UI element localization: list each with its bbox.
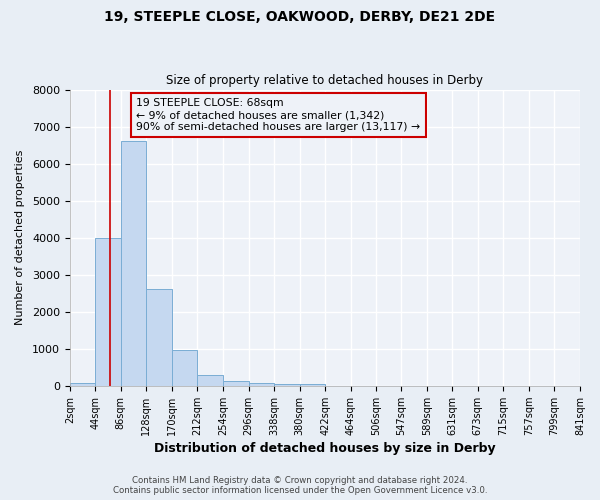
Text: 19 STEEPLE CLOSE: 68sqm
← 9% of detached houses are smaller (1,342)
90% of semi-: 19 STEEPLE CLOSE: 68sqm ← 9% of detached…	[136, 98, 420, 132]
Title: Size of property relative to detached houses in Derby: Size of property relative to detached ho…	[166, 74, 484, 87]
Bar	[95, 238, 121, 386]
Bar	[274, 384, 299, 386]
Y-axis label: Number of detached properties: Number of detached properties	[15, 150, 25, 326]
Bar	[223, 381, 248, 386]
Bar	[146, 289, 172, 386]
Bar	[248, 382, 274, 386]
Bar	[299, 384, 325, 386]
Text: Contains HM Land Registry data © Crown copyright and database right 2024.
Contai: Contains HM Land Registry data © Crown c…	[113, 476, 487, 495]
Bar	[121, 142, 146, 386]
Bar	[70, 383, 95, 386]
X-axis label: Distribution of detached houses by size in Derby: Distribution of detached houses by size …	[154, 442, 496, 455]
Text: 19, STEEPLE CLOSE, OAKWOOD, DERBY, DE21 2DE: 19, STEEPLE CLOSE, OAKWOOD, DERBY, DE21 …	[104, 10, 496, 24]
Bar	[172, 350, 197, 386]
Bar	[197, 374, 223, 386]
